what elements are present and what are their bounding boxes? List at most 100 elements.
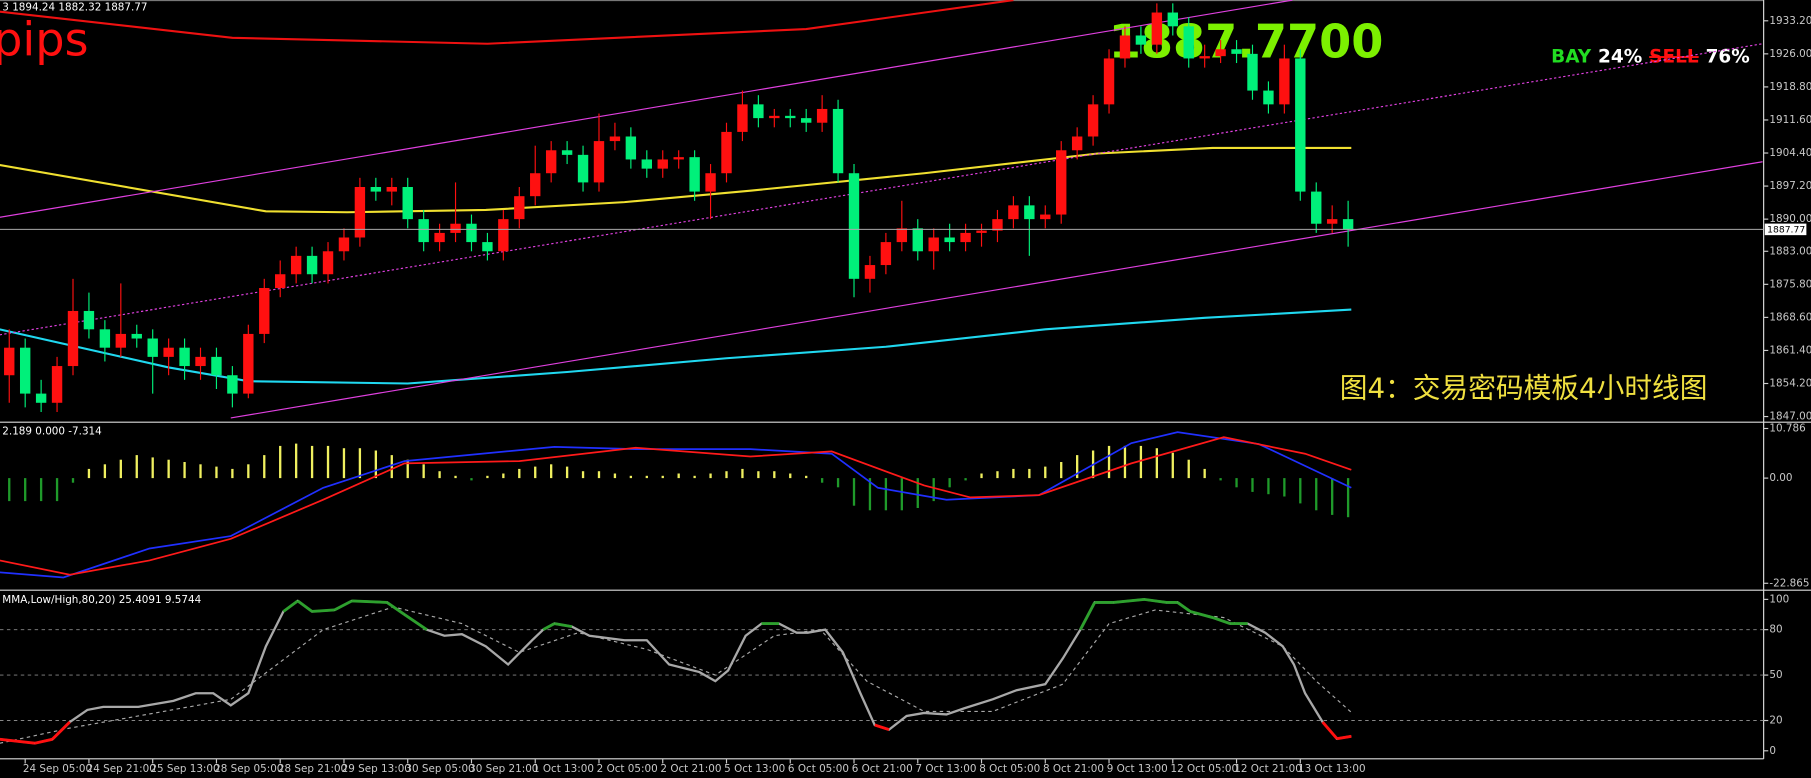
- histogram-bar: [1139, 445, 1143, 479]
- candle-body: [1247, 53, 1258, 91]
- zone-segment: [403, 613, 428, 631]
- candle-body: [1183, 26, 1194, 59]
- histogram-bar: [661, 475, 664, 479]
- y-tick-label: 1875.80: [1769, 278, 1811, 290]
- x-tick-label: 30 Sep 21:00: [469, 763, 538, 775]
- stochastic-label: MMA,Low/High,80,20) 25.4091 9.5744: [2, 594, 201, 606]
- histogram-bar: [1283, 478, 1286, 497]
- histogram-bar: [406, 459, 409, 479]
- histogram-bar: [502, 473, 505, 479]
- zone-segment: [874, 723, 890, 731]
- histogram-bar: [868, 478, 872, 511]
- pips-label: pips: [0, 12, 89, 66]
- candle-body: [1103, 58, 1115, 105]
- y-tick-label: 1854.20: [1769, 378, 1811, 390]
- sentiment: BAY 24% SELL 76%: [1551, 46, 1750, 67]
- histogram-bar: [1346, 478, 1350, 518]
- candle-body: [418, 219, 429, 243]
- histogram-bar: [1028, 468, 1031, 479]
- candle-body: [705, 173, 716, 192]
- x-tick-label: 29 Sep 13:00: [342, 763, 411, 775]
- sell-percent: 76%: [1706, 46, 1750, 67]
- histogram-bar: [597, 471, 601, 479]
- x-tick-label: 2 Oct 05:00: [597, 763, 658, 775]
- price-label: 1887.7700: [1109, 15, 1384, 69]
- histogram-bar: [326, 445, 330, 479]
- candle-body: [514, 196, 525, 220]
- histogram-bar: [1219, 478, 1222, 481]
- histogram-bar: [645, 475, 648, 479]
- candle-body: [290, 255, 302, 275]
- y-tick-label: 1911.60: [1769, 114, 1811, 126]
- x-tick-label: 6 Oct 21:00: [852, 763, 913, 775]
- x-tick-label: 9 Oct 13:00: [1107, 763, 1168, 775]
- candle-body: [227, 375, 238, 394]
- histogram-bar: [852, 478, 856, 506]
- candle-body: [848, 173, 860, 279]
- x-tick-label: 30 Sep 05:00: [405, 763, 474, 775]
- candle-body: [370, 186, 382, 192]
- candle-body: [99, 329, 111, 348]
- candle-body: [243, 333, 254, 394]
- x-tick-label: 12 Oct 21:00: [1234, 763, 1302, 775]
- histogram-bar: [231, 468, 234, 479]
- y-tick-label: 1890.00: [1769, 213, 1811, 225]
- histogram-bar: [1044, 466, 1047, 479]
- candle-body: [466, 223, 477, 243]
- histogram-bar: [470, 478, 473, 481]
- histogram-bar: [836, 478, 840, 488]
- candle-body: [482, 242, 493, 252]
- candle-body: [769, 115, 780, 119]
- y-tick-label: 1861.40: [1769, 344, 1811, 356]
- candle-body: [577, 154, 589, 183]
- candle-body: [545, 150, 557, 174]
- candle-body: [992, 219, 1003, 231]
- x-tick-label: 2 Oct 21:00: [660, 763, 721, 775]
- x-tick-label: 28 Sep 05:00: [214, 763, 283, 775]
- histogram-bar: [1060, 462, 1063, 479]
- candle-body: [593, 141, 605, 183]
- histogram-bar: [1187, 459, 1190, 479]
- zone-segment: [296, 599, 313, 613]
- histogram-bar: [757, 471, 760, 479]
- histogram-bar: [71, 478, 75, 483]
- indicator-line: [0, 606, 1352, 744]
- histogram-bar: [709, 473, 712, 479]
- indicator-line: [0, 0, 1014, 45]
- candle-body: [402, 186, 413, 220]
- caption: 图4：交易密码模板4小时线图: [1340, 371, 1708, 404]
- histogram-bar: [693, 475, 696, 479]
- histogram-bar: [1267, 478, 1270, 495]
- histogram-bar: [1331, 478, 1334, 515]
- histogram-bar: [8, 478, 11, 502]
- histogram-bar: [183, 462, 186, 479]
- zone-segment: [311, 608, 335, 613]
- histogram-bar: [454, 475, 457, 479]
- zone-segment: [1113, 597, 1145, 604]
- y-tick-label: 0.00: [1769, 472, 1792, 484]
- y-tick-label: 1933.20: [1769, 15, 1811, 27]
- x-tick-label: 28 Sep 21:00: [278, 763, 347, 775]
- y-tick-label: 1883.00: [1769, 245, 1811, 257]
- histogram-bar: [629, 475, 633, 479]
- histogram-bar: [215, 466, 218, 479]
- zone-segment: [554, 622, 573, 629]
- candle-body: [1119, 35, 1131, 59]
- candle-body: [498, 219, 509, 252]
- x-tick-label: 1 Oct 13:00: [533, 763, 594, 775]
- histogram-bar: [805, 475, 808, 479]
- candle-body: [800, 118, 812, 123]
- histogram-bar: [550, 464, 553, 479]
- histogram-bar: [1107, 445, 1111, 479]
- histogram-bar: [1171, 452, 1174, 479]
- indicator-line: [0, 436, 1352, 576]
- histogram-bar: [1251, 478, 1254, 492]
- zone-segment: [1212, 616, 1231, 625]
- candle-body: [1326, 219, 1338, 224]
- candle-body: [322, 251, 334, 275]
- x-tick-label: 7 Oct 13:00: [915, 763, 976, 775]
- candle-body: [19, 347, 31, 394]
- x-tick-label: 8 Oct 21:00: [1043, 763, 1104, 775]
- candle-body: [338, 237, 350, 252]
